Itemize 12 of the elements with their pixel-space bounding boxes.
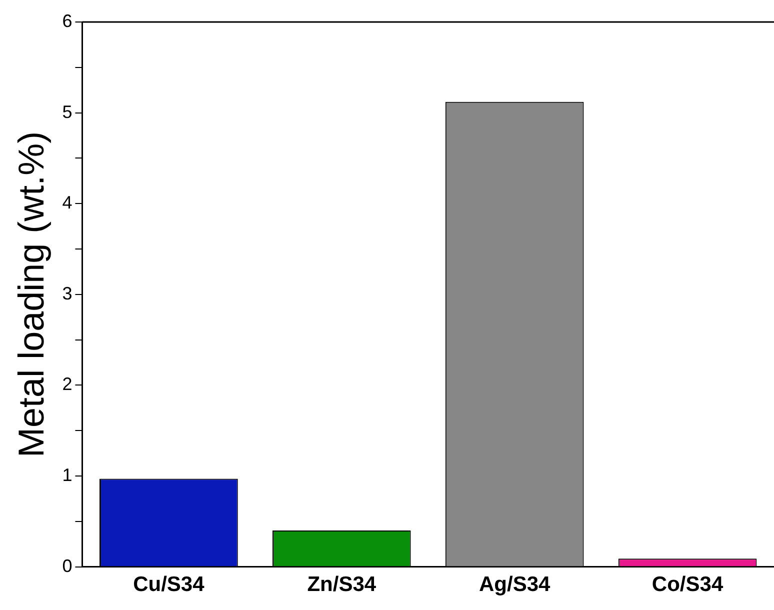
y-tick-label: 4 (62, 192, 72, 213)
y-tick-label: 0 (62, 556, 72, 576)
x-tick-label: Cu/S34 (133, 573, 205, 596)
y-tick-label: 5 (62, 102, 72, 122)
x-tick-label: Ag/S34 (478, 573, 550, 596)
y-tick-label: 3 (62, 283, 72, 304)
y-tick-label: 6 (62, 10, 72, 31)
y-tick-label: 2 (62, 374, 72, 394)
x-tick-label: Co/S34 (652, 573, 724, 596)
y-tick-label: 1 (62, 464, 72, 485)
x-tick-label: Zn/S34 (307, 573, 376, 596)
y-axis-title: Metal loading (wt.%) (10, 131, 52, 458)
